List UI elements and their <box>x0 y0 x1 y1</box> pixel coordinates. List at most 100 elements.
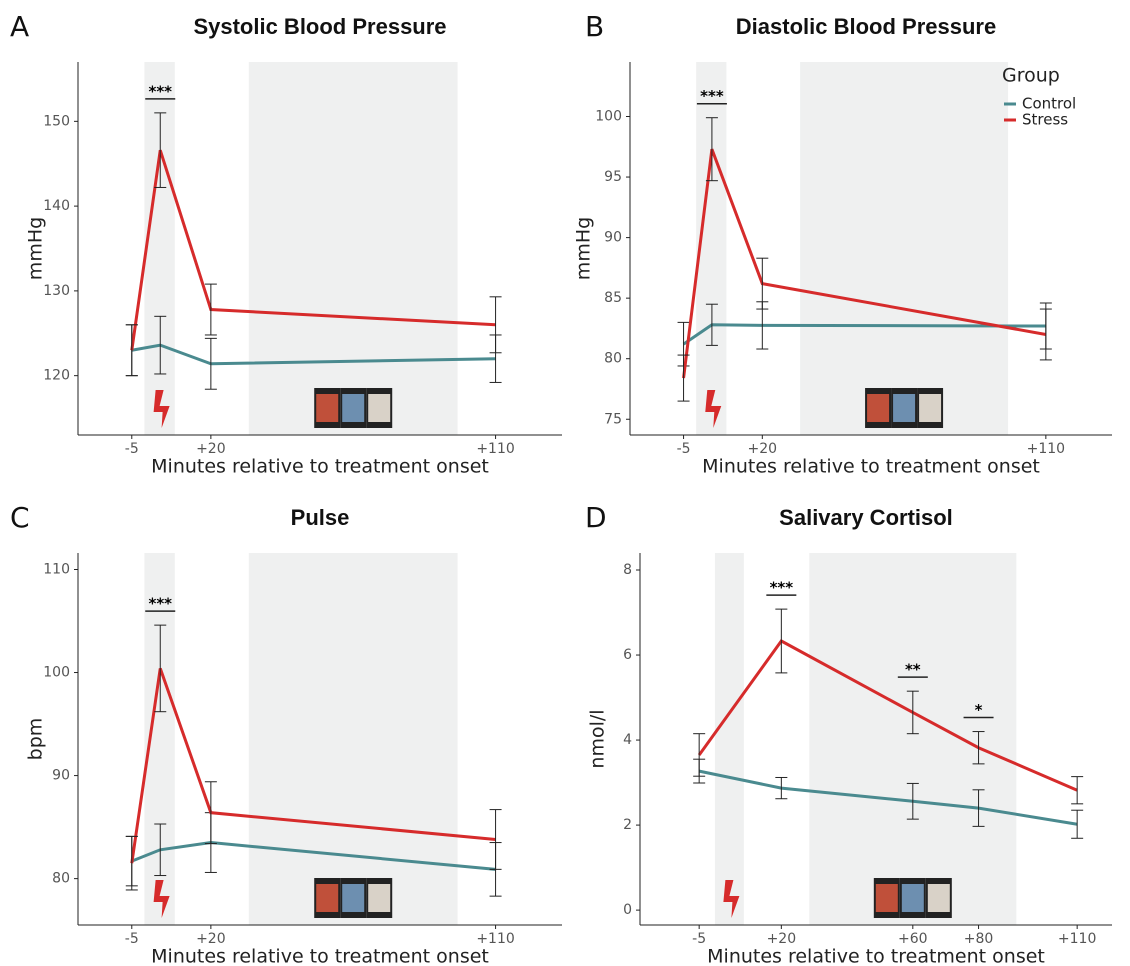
series-line <box>130 149 496 351</box>
y-tick-label: 6 <box>623 647 632 663</box>
series-line <box>130 667 496 864</box>
y-tick-label: 120 <box>43 368 70 384</box>
x-tick-label: -5 <box>125 931 139 947</box>
film-picture <box>342 884 365 912</box>
chart-title: Pulse <box>291 505 350 530</box>
film-picture <box>867 394 890 422</box>
film-picture <box>316 884 339 912</box>
chart-title: Diastolic Blood Pressure <box>736 14 996 39</box>
lightning-icon <box>153 880 170 918</box>
film-picture <box>368 884 391 912</box>
shaded-period <box>248 62 458 435</box>
y-tick-label: 80 <box>604 351 622 367</box>
y-tick-label: 2 <box>623 817 632 833</box>
error-bar <box>154 624 167 713</box>
x-tick-label: -5 <box>677 441 691 457</box>
chart-title: Salivary Cortisol <box>779 505 953 530</box>
panel-letter: D <box>585 501 607 534</box>
legend-label: Stress <box>1022 111 1068 129</box>
x-tick-label: +110 <box>1027 441 1065 457</box>
series-line <box>682 148 1047 379</box>
y-tick-label: 4 <box>623 732 632 748</box>
error-bar <box>775 608 788 674</box>
series-line <box>682 323 1046 346</box>
significance-label: *** <box>148 595 172 613</box>
lightning-icon <box>153 390 170 428</box>
error-bar <box>705 303 718 346</box>
x-axis-label: Minutes relative to treatment onset <box>702 456 1040 478</box>
y-axis-label: bpm <box>25 718 47 761</box>
x-tick-label: +60 <box>898 931 928 947</box>
error-bar <box>125 835 138 891</box>
significance-label: *** <box>770 579 794 597</box>
lightning-icon <box>705 390 722 428</box>
error-bar <box>775 776 788 800</box>
significance-label: * <box>975 701 983 719</box>
y-tick-label: 8 <box>623 562 632 578</box>
error-bar <box>906 782 919 820</box>
series-line <box>131 841 496 871</box>
series-line <box>131 343 496 366</box>
x-tick-label: -5 <box>125 441 139 457</box>
x-tick-label: +80 <box>964 931 994 947</box>
y-tick-label: 150 <box>43 113 70 129</box>
error-bar <box>693 733 706 777</box>
lightning-icon <box>723 880 740 918</box>
error-bar <box>1071 776 1084 805</box>
shaded-period <box>800 62 1009 435</box>
film-picture <box>893 394 916 422</box>
error-bar <box>1071 809 1084 839</box>
error-bar <box>677 354 690 402</box>
y-tick-label: 90 <box>604 230 622 246</box>
significance-label: *** <box>148 82 172 100</box>
y-tick-label: 140 <box>43 198 70 214</box>
y-tick-label: 110 <box>43 561 70 577</box>
error-bar <box>489 296 502 354</box>
error-bar <box>125 324 138 377</box>
x-axis-label: Minutes relative to treatment onset <box>151 456 489 478</box>
error-bar <box>1039 308 1052 361</box>
x-tick-label: +110 <box>476 931 514 947</box>
x-tick-label: +20 <box>196 931 226 947</box>
error-bar <box>154 823 167 877</box>
error-bar <box>154 112 167 188</box>
error-bar <box>489 809 502 870</box>
panel-letter: C <box>10 501 30 534</box>
x-tick-label: +110 <box>476 441 514 457</box>
x-tick-label: +20 <box>196 441 226 457</box>
shaded-period <box>696 62 727 435</box>
y-tick-label: 80 <box>52 871 70 887</box>
y-tick-label: 75 <box>604 411 622 427</box>
x-tick-label: +110 <box>1058 931 1096 947</box>
film-picture <box>901 884 924 912</box>
x-tick-label: -5 <box>692 931 706 947</box>
y-tick-label: 100 <box>595 108 622 124</box>
shaded-period <box>714 553 744 925</box>
y-tick-label: 0 <box>623 902 632 918</box>
shaded-period <box>248 553 458 925</box>
film-picture <box>919 394 942 422</box>
y-tick-label: 100 <box>43 665 70 681</box>
film-picture <box>342 394 365 422</box>
error-bar <box>204 283 217 336</box>
film-picture <box>368 394 391 422</box>
legend-label: Control <box>1022 95 1076 113</box>
y-tick-label: 90 <box>52 768 70 784</box>
chart-title: Systolic Blood Pressure <box>193 14 446 39</box>
x-tick-label: +20 <box>767 931 797 947</box>
shaded-period <box>144 62 175 435</box>
film-picture <box>927 884 950 912</box>
error-bar <box>705 117 718 182</box>
x-axis-label: Minutes relative to treatment onset <box>151 946 489 966</box>
panel-letter: B <box>585 10 604 43</box>
panel-letter: A <box>10 10 29 43</box>
y-axis-label: nmol/l <box>587 709 609 768</box>
error-bar <box>204 337 217 390</box>
significance-label: *** <box>700 87 724 105</box>
y-tick-label: 95 <box>604 169 622 185</box>
error-bar <box>204 781 217 845</box>
error-bar <box>972 789 985 827</box>
error-bar <box>154 315 167 375</box>
error-bar <box>756 257 769 310</box>
